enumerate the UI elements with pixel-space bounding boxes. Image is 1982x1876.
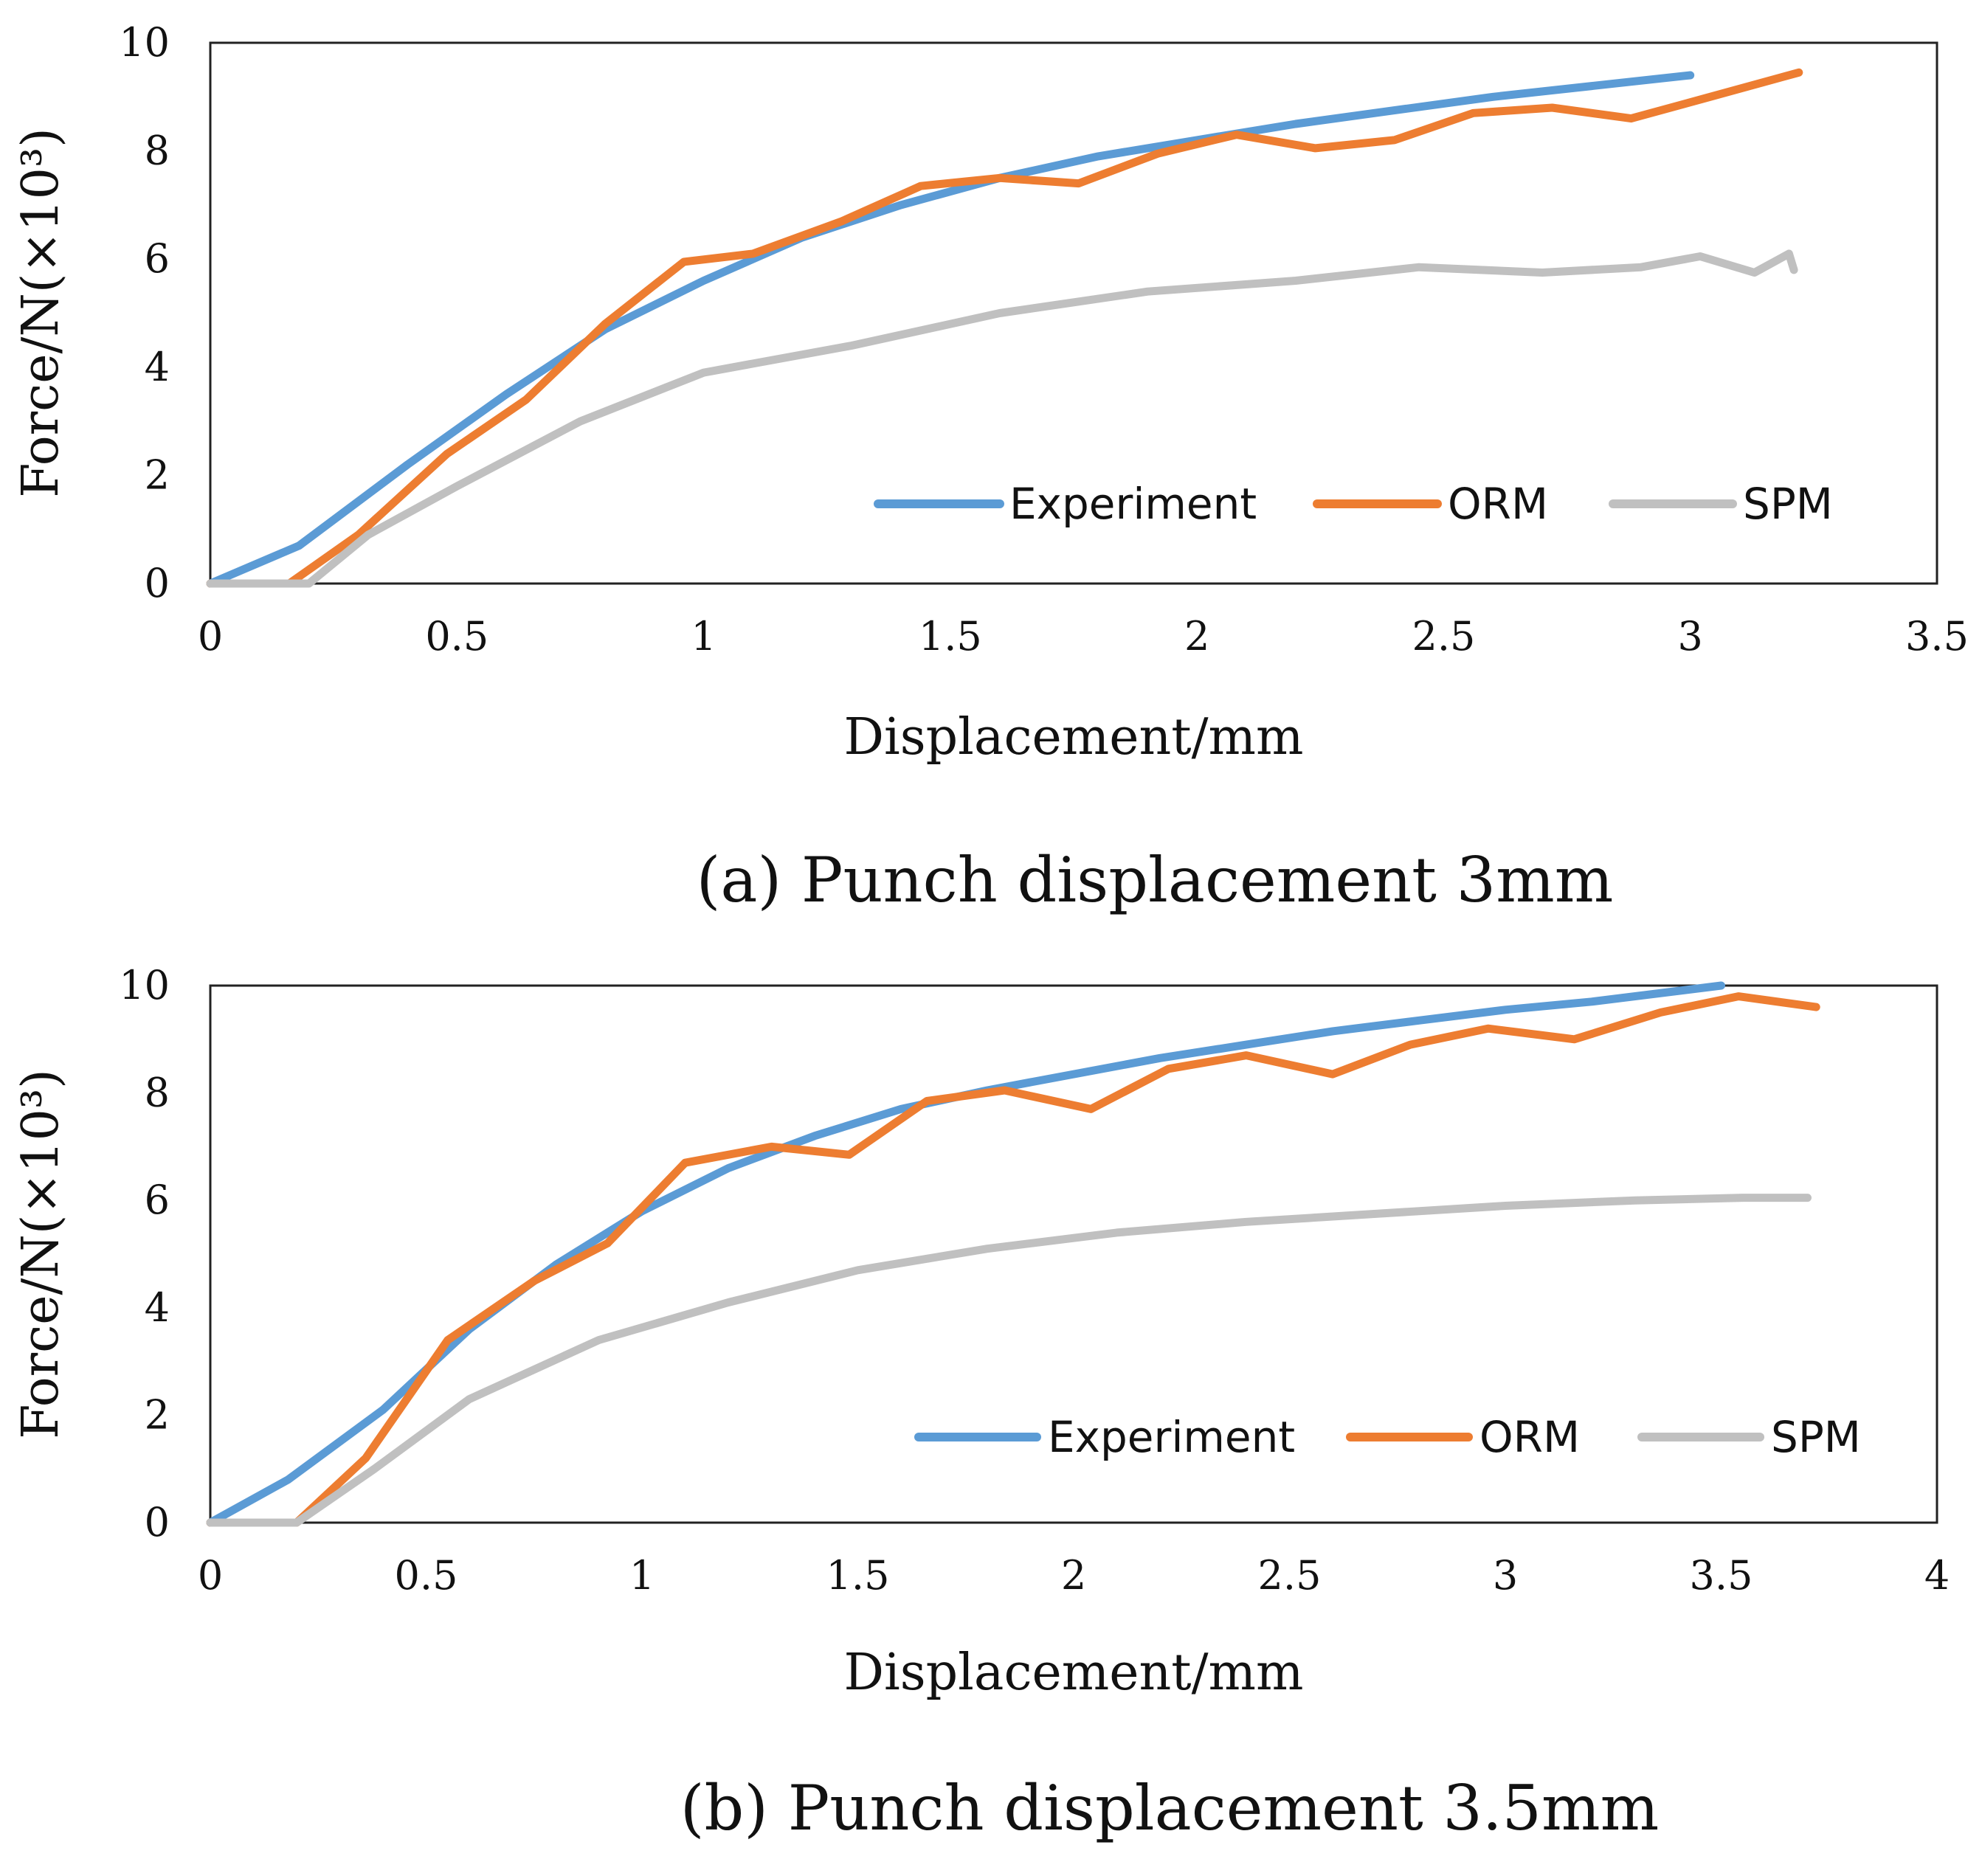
chart-b-x-tick-4: 4 <box>1924 1552 1950 1599</box>
chart-a-x-tick-0: 0 <box>198 613 223 660</box>
chart-b-series-line-orm <box>206 992 1820 1527</box>
chart-b-y-tick-8: 8 <box>145 1070 170 1116</box>
chart-a-caption: (a) Punch displacement 3mm <box>697 844 1614 916</box>
chart-b-x-tick-0: 0 <box>198 1552 223 1599</box>
chart-b-legend-label-spm: SPM <box>1771 1412 1861 1462</box>
chart-a-x-axis-title: Displacement/mm <box>843 708 1303 766</box>
chart-a-x-tick-3: 3 <box>1678 613 1703 660</box>
chart-b-series <box>206 981 1820 1527</box>
chart-b-x-axis-title: Displacement/mm <box>843 1644 1303 1702</box>
chart-a-legend: Experiment ORM SPM <box>874 479 1833 529</box>
chart-b-legend-label-experiment: Experiment <box>1048 1412 1295 1462</box>
chart-b-y-tick-2: 2 <box>145 1391 170 1438</box>
chart-a-y-tick-4: 4 <box>145 344 170 390</box>
chart-a-plot-area <box>209 41 1938 585</box>
chart-a-y-tick-labels: 0 2 4 6 8 10 <box>119 19 170 606</box>
chart-b-x-tick-2: 2 <box>1061 1552 1086 1599</box>
chart-b-y-axis-title: Force/N(×10³) <box>12 1069 70 1439</box>
chart-b-legend-label-orm: ORM <box>1479 1412 1580 1462</box>
chart-a-legend-label-orm: ORM <box>1448 479 1548 529</box>
chart-b-y-tick-6: 6 <box>145 1177 170 1223</box>
chart-b-x-tick-3.5: 3.5 <box>1690 1552 1753 1599</box>
chart-a-series <box>206 68 1803 588</box>
chart-a-x-tick-1.5: 1.5 <box>919 613 982 660</box>
chart-b-x-tick-labels: 0 0.5 1 1.5 2 2.5 3 3.5 4 <box>198 1552 1950 1599</box>
chart-a-y-tick-2: 2 <box>145 451 170 498</box>
chart-b-series-line-spm <box>206 1194 1812 1527</box>
chart-b-y-tick-10: 10 <box>119 962 170 1008</box>
chart-a-series-line-spm <box>206 249 1798 588</box>
chart-a-y-tick-6: 6 <box>145 235 170 282</box>
chart-a-x-tick-labels: 0 0.5 1 1.5 2 2.5 3 3.5 <box>198 613 1969 660</box>
chart-b-y-tick-4: 4 <box>145 1284 170 1331</box>
chart-b-x-tick-2.5: 2.5 <box>1258 1552 1322 1599</box>
chart-a-y-tick-10: 10 <box>119 19 170 66</box>
chart-a-series-line-experiment <box>206 71 1695 588</box>
chart-a-x-tick-0.5: 0.5 <box>425 613 488 660</box>
chart-a: 0 2 4 6 8 10 0 0.5 1 1.5 2 2.5 3 3.5 Force/N(×10³) D… <box>12 19 1969 916</box>
chart-b-x-tick-0.5: 0.5 <box>395 1552 458 1599</box>
chart-b-x-tick-1.5: 1.5 <box>826 1552 890 1599</box>
chart-b-y-tick-labels: 0 2 4 6 8 10 <box>119 962 170 1546</box>
chart-a-y-tick-0: 0 <box>145 560 170 606</box>
chart-b-y-tick-0: 0 <box>145 1499 170 1546</box>
chart-b-caption: (b) Punch displacement 3.5mm <box>680 1772 1660 1844</box>
chart-b-legend: Experiment ORM SPM <box>914 1412 1861 1462</box>
chart-a-legend-label-experiment: Experiment <box>1009 479 1257 529</box>
chart-a-x-tick-1: 1 <box>691 613 716 660</box>
chart-a-x-tick-2.5: 2.5 <box>1412 613 1475 660</box>
chart-b-x-tick-3: 3 <box>1493 1552 1518 1599</box>
chart-a-y-axis-title: Force/N(×10³) <box>12 128 70 497</box>
chart-a-x-tick-3.5: 3.5 <box>1905 613 1969 660</box>
chart-a-legend-label-spm: SPM <box>1743 479 1833 529</box>
chart-b-x-tick-1: 1 <box>629 1552 655 1599</box>
chart-a-series-line-orm <box>206 68 1803 588</box>
chart-a-y-tick-8: 8 <box>145 128 170 174</box>
chart-a-x-tick-2: 2 <box>1184 613 1209 660</box>
